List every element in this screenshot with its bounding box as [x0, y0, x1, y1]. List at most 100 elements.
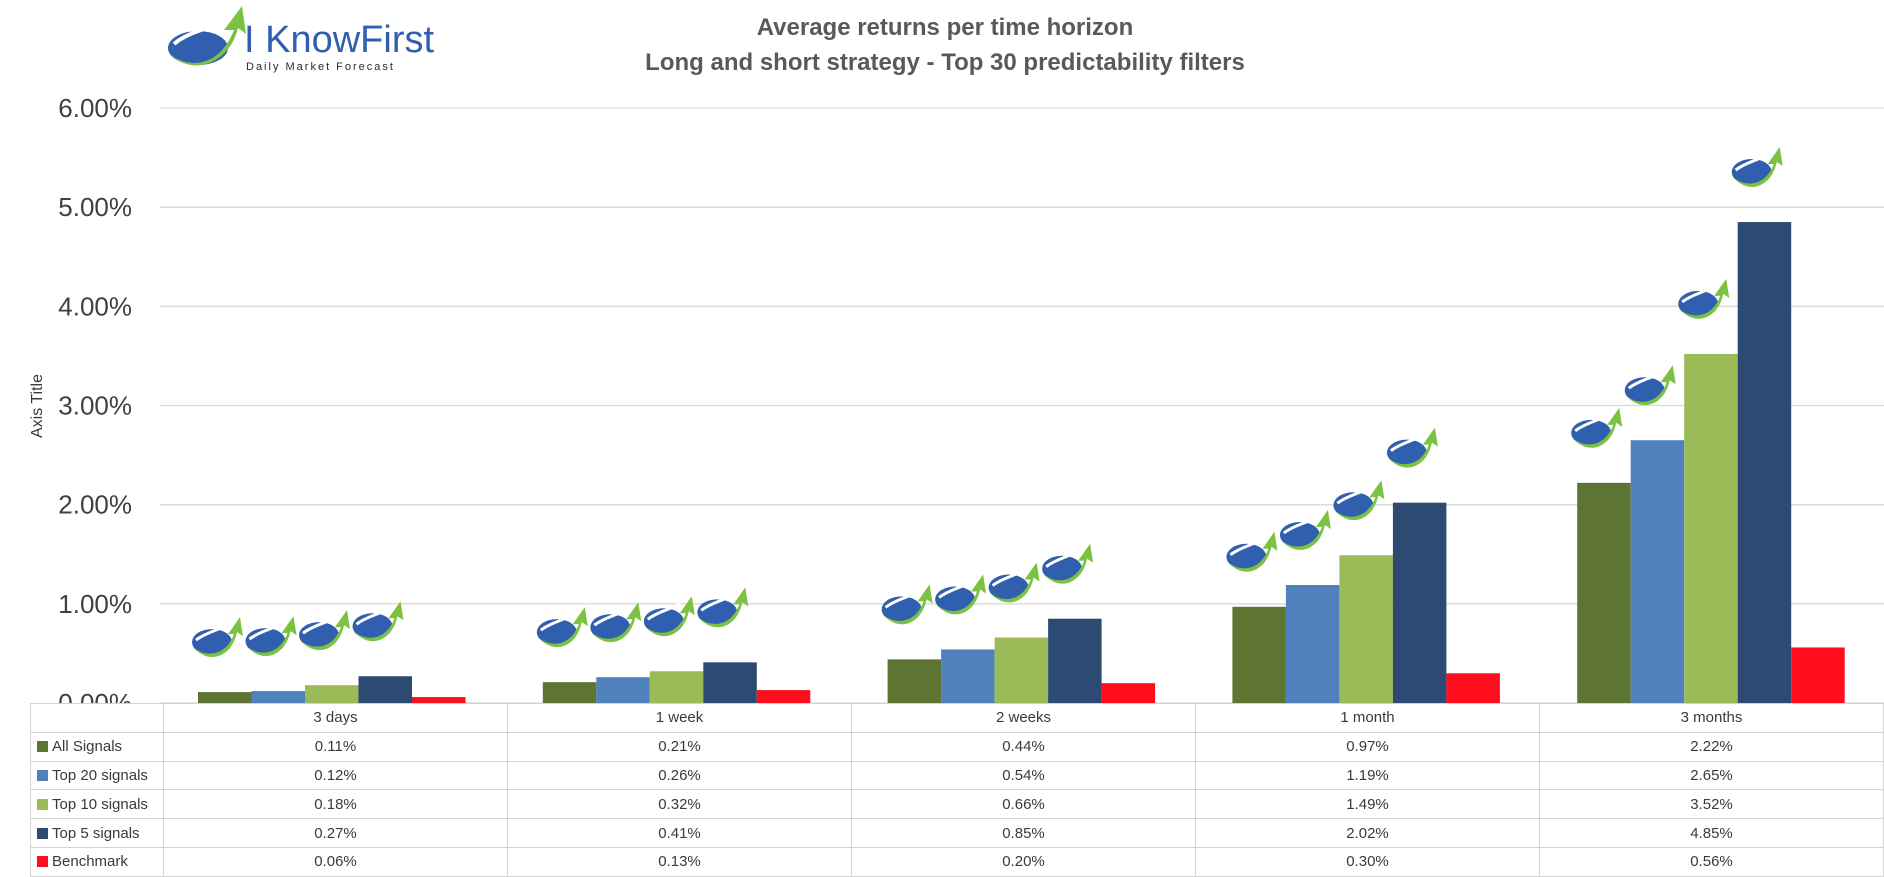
rising-arrow-icon	[1676, 277, 1731, 321]
rising-arrow-icon	[1730, 145, 1785, 189]
bar	[305, 685, 359, 703]
bar-chart: 0.00% 1.00% 2.00% 3.00% 4.00% 5.00% 6.00% Axis…	[29, 93, 1884, 703]
bar	[1392, 502, 1447, 703]
data-label: 0.12%	[163, 760, 508, 791]
bar	[1101, 683, 1156, 703]
legend-swatch	[37, 798, 48, 810]
rising-arrow-icon	[588, 600, 643, 644]
rising-arrow-icon	[1224, 530, 1279, 574]
legend-swatch	[37, 827, 48, 839]
rising-arrow-icon	[1385, 426, 1440, 470]
table-row: Top 20 signals 0.12% 0.26% 0.54% 1.19% 2.65%	[30, 760, 1884, 791]
table-row: Top 5 signals 0.27% 0.41% 0.85% 2.02% 4.85%	[30, 818, 1884, 848]
rising-arrow-icon	[695, 585, 750, 629]
data-label: 2.65%	[1539, 760, 1884, 791]
logo-arrow-icon	[168, 6, 246, 66]
bar	[887, 659, 942, 703]
bars	[198, 222, 1845, 703]
y-axis-ticks: 0.00% 1.00% 2.00% 3.00% 4.00% 5.00% 6.00%	[58, 93, 132, 703]
data-table: 3 days 1 week 2 weeks 1 month 3 months All Si…	[30, 703, 1884, 877]
bar	[1339, 555, 1393, 703]
rising-arrow-icon	[1040, 542, 1095, 586]
logo-name: I KnowFirst	[244, 19, 434, 61]
bar	[198, 692, 252, 703]
rising-arrow-icon	[1278, 508, 1333, 552]
y-tick-label: 0.00%	[58, 688, 132, 703]
table-header-row: 3 days 1 week 2 weeks 1 month 3 months	[30, 703, 1884, 733]
bar	[941, 649, 995, 703]
table-row: Top 10 signals 0.18% 0.32% 0.66% 1.49% 3.52%	[30, 789, 1884, 820]
table-row: All Signals 0.11% 0.21% 0.44% 0.97% 2.22%	[30, 731, 1884, 762]
category-label: 2 weeks	[851, 703, 1196, 733]
series-name: Benchmark	[52, 853, 128, 871]
bar-icons	[190, 145, 1785, 659]
bar	[1232, 606, 1286, 703]
data-label: 0.97%	[1195, 731, 1540, 762]
rising-arrow-icon	[880, 582, 935, 626]
legend-swatch	[37, 856, 48, 868]
rising-arrow-icon	[642, 594, 697, 638]
data-label: 3.52%	[1539, 789, 1884, 820]
bar	[649, 671, 704, 703]
chart-subtitle: Long and short strategy - Top 30 predict…	[645, 49, 1245, 76]
y-tick-label: 6.00%	[58, 93, 132, 123]
y-tick-label: 2.00%	[58, 490, 132, 520]
rising-arrow-icon	[535, 605, 590, 649]
data-label: 0.32%	[507, 789, 852, 820]
rising-arrow-icon	[1331, 478, 1386, 522]
bar	[1737, 222, 1792, 703]
chart-title: Average returns per time horizon	[756, 14, 1134, 41]
category-label: 1 week	[507, 703, 852, 733]
bar	[358, 676, 412, 703]
data-label: 0.18%	[163, 789, 508, 820]
bar	[596, 677, 650, 703]
data-label: 0.85%	[851, 818, 1196, 848]
iknowfirst-logo: I KnowFirst Daily Market Forecast	[168, 6, 434, 73]
category-label: 3 months	[1539, 703, 1884, 733]
data-label: 0.26%	[507, 760, 852, 791]
table-corner	[30, 703, 164, 733]
rising-arrow-icon	[1623, 363, 1678, 407]
legend-entry: All Signals	[30, 731, 164, 762]
series-name: Top 5 signals	[52, 824, 140, 842]
series-name: Top 20 signals	[52, 766, 148, 784]
rising-arrow-icon	[351, 599, 405, 643]
bar	[703, 662, 757, 703]
rising-arrow-icon	[244, 614, 298, 658]
data-label: 1.19%	[1195, 760, 1540, 791]
data-label: 2.22%	[1539, 731, 1884, 762]
data-label: 0.11%	[163, 731, 508, 762]
bar	[1048, 618, 1102, 703]
bar	[1446, 673, 1500, 703]
rising-arrow-icon	[987, 561, 1042, 604]
rising-arrow-icon	[1569, 406, 1624, 450]
legend-entry: Top 10 signals	[30, 789, 164, 820]
bar	[756, 690, 811, 703]
legend-entry: Top 5 signals	[30, 818, 164, 848]
bar	[1630, 440, 1685, 703]
bar	[1285, 584, 1340, 703]
bar	[251, 691, 305, 703]
bar	[412, 697, 466, 703]
data-label: 1.49%	[1195, 789, 1540, 820]
bar	[994, 637, 1049, 703]
y-tick-label: 3.00%	[58, 391, 132, 421]
category-label: 3 days	[163, 703, 508, 733]
logo-tagline: Daily Market Forecast	[246, 61, 395, 73]
data-label: 2.02%	[1195, 818, 1540, 848]
data-label: 0.54%	[851, 760, 1196, 791]
data-label: 0.66%	[851, 789, 1196, 820]
legend-entry: Top 20 signals	[30, 760, 164, 791]
rising-arrow-icon	[190, 615, 245, 659]
data-label: 0.27%	[163, 818, 508, 848]
data-label: 0.41%	[507, 818, 852, 848]
y-tick-label: 5.00%	[58, 192, 132, 222]
series-name: Top 10 signals	[52, 795, 148, 813]
legend-swatch	[37, 769, 48, 781]
legend-swatch	[37, 741, 48, 753]
bar	[1791, 647, 1845, 703]
rising-arrow-icon	[297, 608, 352, 652]
category-label: 1 month	[1195, 703, 1540, 733]
y-tick-label: 1.00%	[58, 589, 132, 619]
bar	[1684, 353, 1738, 703]
